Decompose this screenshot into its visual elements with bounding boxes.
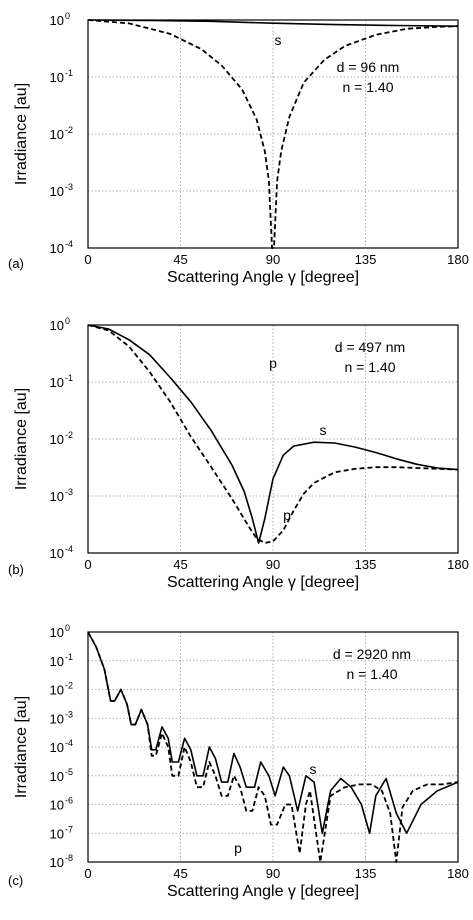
y-tick-exponent: -5 (65, 767, 73, 777)
panel-label: (a) (8, 256, 24, 271)
y-tick-exponent: -1 (65, 652, 73, 662)
y-tick-exponent: -2 (65, 125, 73, 135)
y-tick-exponent: -3 (65, 487, 73, 497)
x-tick-label: 180 (447, 252, 469, 267)
series-line-s (87, 631, 459, 835)
annotation-text: d = 96 nm (337, 59, 400, 75)
annotation-text: d = 497 nm (335, 339, 405, 355)
x-tick-label: 0 (84, 252, 91, 267)
y-tick-label: 10 (50, 855, 64, 870)
annotation-text: n = 1.40 (347, 666, 398, 682)
y-tick-exponent: -3 (65, 709, 73, 719)
panel-label: (c) (8, 873, 23, 888)
y-tick-exponent: -2 (65, 430, 73, 440)
y-tick-label: 10 (50, 489, 64, 504)
series-line-s (87, 324, 459, 544)
annotation-text: n = 1.40 (345, 359, 396, 375)
y-tick-exponent: 0 (65, 623, 70, 633)
y-tick-label: 10 (50, 826, 64, 841)
series-line-p (87, 324, 459, 544)
y-tick-label: 10 (50, 70, 64, 85)
y-axis-label: Irradiance [au] (13, 388, 30, 490)
x-tick-label: 45 (173, 866, 187, 881)
y-tick-label: 10 (50, 625, 64, 640)
y-tick-label: 10 (50, 318, 64, 333)
series-label-p: p (234, 840, 242, 856)
y-tick-label: 10 (50, 740, 64, 755)
y-axis-label: Irradiance [au] (13, 83, 30, 185)
y-tick-label: 10 (50, 127, 64, 142)
y-tick-exponent: -2 (65, 681, 73, 691)
y-tick-label: 10 (50, 769, 64, 784)
x-axis-label: Scattering Angle γ [degree] (167, 883, 359, 900)
series-label-p: p (269, 355, 277, 371)
series-label-s: s (275, 32, 282, 48)
series-label-s: s (320, 422, 327, 438)
y-tick-exponent: 0 (65, 316, 70, 326)
y-tick-label: 10 (50, 13, 64, 28)
series-line-p (87, 631, 459, 863)
y-tick-label: 10 (50, 654, 64, 669)
y-tick-label: 10 (50, 798, 64, 813)
y-tick-exponent: -8 (65, 853, 73, 863)
x-axis-label: Scattering Angle γ [degree] (167, 269, 359, 286)
y-tick-exponent: -6 (65, 796, 73, 806)
y-tick-exponent: -7 (65, 824, 73, 834)
y-tick-exponent: -3 (65, 182, 73, 192)
annotation-text: d = 2920 nm (333, 646, 411, 662)
y-tick-exponent: -4 (65, 239, 73, 249)
x-tick-label: 90 (266, 557, 280, 572)
y-tick-exponent: -1 (65, 68, 73, 78)
annotation-text: n = 1.40 (343, 79, 394, 95)
panel-label: (b) (8, 562, 24, 577)
y-tick-label: 10 (50, 711, 64, 726)
series-label-s: s (310, 761, 317, 777)
series-line-p (87, 19, 459, 249)
plot-frame (87, 324, 459, 554)
x-tick-label: 135 (355, 866, 377, 881)
x-tick-label: 0 (84, 557, 91, 572)
series-label-p: p (283, 507, 291, 523)
x-tick-label: 90 (266, 252, 280, 267)
y-tick-label: 10 (50, 683, 64, 698)
plot-frame (87, 631, 459, 863)
x-tick-label: 135 (355, 252, 377, 267)
x-tick-label: 45 (173, 557, 187, 572)
plot-frame (87, 19, 459, 249)
x-tick-label: 180 (447, 866, 469, 881)
x-tick-label: 135 (355, 557, 377, 572)
x-tick-label: 45 (173, 252, 187, 267)
x-tick-label: 180 (447, 557, 469, 572)
x-axis-label: Scattering Angle γ [degree] (167, 574, 359, 591)
x-tick-label: 0 (84, 866, 91, 881)
y-tick-exponent: -1 (65, 373, 73, 383)
x-tick-label: 90 (266, 866, 280, 881)
y-axis-label: Irradiance [au] (13, 696, 30, 798)
y-tick-exponent: 0 (65, 11, 70, 21)
y-tick-exponent: -4 (65, 738, 73, 748)
y-tick-label: 10 (50, 241, 64, 256)
y-tick-label: 10 (50, 184, 64, 199)
y-tick-label: 10 (50, 375, 64, 390)
y-tick-exponent: -4 (65, 544, 73, 554)
y-tick-label: 10 (50, 546, 64, 561)
y-tick-label: 10 (50, 432, 64, 447)
